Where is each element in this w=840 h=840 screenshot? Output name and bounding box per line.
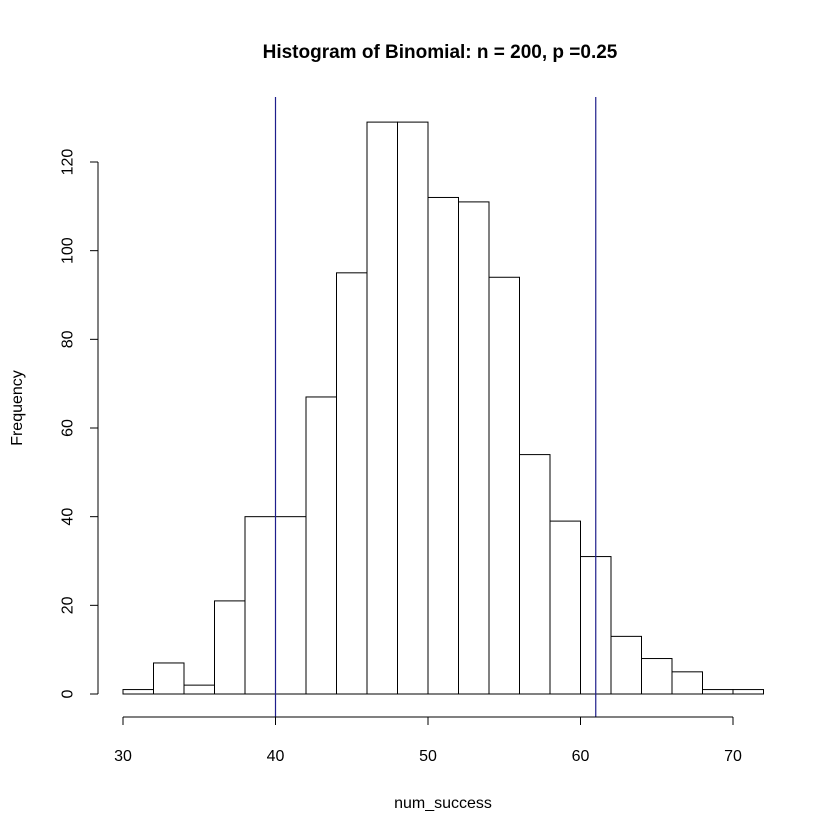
histogram-bar	[244, 516, 276, 695]
histogram-bar	[427, 196, 459, 695]
x-tick-label: 50	[419, 748, 437, 765]
y-tick-label: 100	[60, 237, 77, 264]
x-tick-label: 70	[724, 748, 742, 765]
x-axis: 30 40 50 60 70	[114, 716, 742, 765]
histogram-bar	[458, 201, 490, 695]
y-tick-label: 20	[60, 596, 77, 614]
y-tick-label: 120	[60, 149, 77, 176]
bars-group	[122, 121, 764, 695]
histogram-bar	[305, 396, 337, 695]
y-axis-label: Frequency	[9, 370, 26, 446]
x-tick-label: 60	[572, 748, 590, 765]
histogram-bar	[641, 658, 673, 695]
histogram-bar	[183, 684, 215, 695]
vertical-lines-group	[274, 97, 597, 717]
histogram-bar	[275, 516, 307, 695]
histogram-bar	[519, 454, 551, 695]
y-tick-label: 60	[60, 419, 77, 437]
x-tick-label: 30	[114, 748, 132, 765]
histogram-bar	[732, 689, 764, 695]
histogram-bar	[549, 520, 581, 695]
histogram-bar	[336, 272, 368, 695]
histogram-bar	[610, 635, 642, 695]
histogram-bar	[702, 689, 734, 695]
histogram-bar	[397, 121, 429, 695]
histogram-bar	[153, 662, 185, 695]
histogram-bar	[214, 600, 246, 695]
histogram-bar	[488, 276, 520, 695]
y-axis: 0 20 40 60 80 100 120	[60, 149, 99, 698]
y-tick-label: 40	[60, 508, 77, 526]
histogram-bar	[122, 689, 154, 695]
x-axis-label: num_success	[394, 795, 492, 812]
x-tick-label: 40	[267, 748, 285, 765]
y-tick-label: 0	[60, 689, 77, 698]
histogram-bar	[366, 121, 398, 695]
chart-title: Histogram of Binomial: n = 200, p =0.25	[263, 42, 618, 63]
y-tick-label: 80	[60, 330, 77, 348]
histogram-bar	[671, 671, 703, 695]
